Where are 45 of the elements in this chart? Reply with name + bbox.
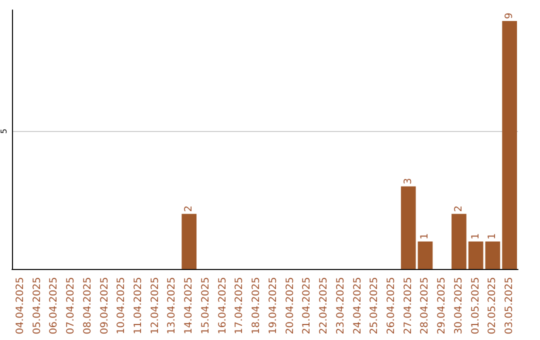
x-tick-label: 17.04.2025 — [234, 277, 246, 334]
x-tick-label: 05.04.2025 — [32, 277, 43, 334]
x-tick-label: 15.04.2025 — [200, 277, 212, 334]
x-tick-label: 01.05.2025 — [470, 277, 482, 334]
x-tick-label: 20.04.2025 — [284, 277, 296, 334]
x-tick-label: 21.04.2025 — [302, 277, 313, 334]
bar — [452, 214, 466, 269]
x-tick-label: 25.04.2025 — [369, 277, 380, 334]
bar — [400, 186, 416, 269]
x-tick-label: 03.05.2025 — [504, 277, 516, 334]
data-label: 3 — [402, 178, 414, 184]
x-tick-label: 23.04.2025 — [335, 277, 346, 334]
x-tick-label: 07.04.2025 — [66, 277, 77, 334]
data-label: 1 — [470, 233, 482, 240]
x-tick-label: 12.04.2025 — [150, 277, 161, 334]
x-tick-label: 13.04.2025 — [166, 277, 178, 334]
x-tick-label: 06.04.2025 — [48, 277, 60, 334]
data-label: 2 — [453, 206, 464, 212]
bar — [182, 214, 197, 269]
x-tick-label: 26.04.2025 — [386, 277, 397, 334]
x-tick-label: 28.04.2025 — [420, 277, 431, 334]
x-tick-label: 19.04.2025 — [268, 277, 279, 334]
x-tick-label: 30.04.2025 — [453, 277, 464, 334]
x-tick-label: 04.04.2025 — [14, 277, 26, 334]
bar — [468, 241, 484, 269]
data-label: 2 — [184, 206, 195, 212]
data-label: 9 — [504, 12, 516, 20]
data-label: 1 — [420, 233, 431, 240]
x-tick-label: 08.04.2025 — [82, 277, 94, 334]
x-tick-label: 27.04.2025 — [402, 277, 414, 334]
x-tick-label: 14.04.2025 — [184, 277, 195, 334]
y-tick-label: 5 — [0, 128, 8, 134]
x-tick-label: 29.04.2025 — [436, 277, 448, 334]
data-label: 1 — [487, 233, 498, 240]
bar — [418, 241, 433, 269]
x-tick-label: 02.05.2025 — [487, 277, 498, 334]
x-tick-label: 16.04.2025 — [217, 277, 228, 334]
x-tick-label: 18.04.2025 — [251, 277, 262, 334]
x-tick-label: 10.04.2025 — [116, 277, 128, 334]
x-tick-label: 24.04.2025 — [352, 277, 364, 334]
x-tick-label: 09.04.2025 — [99, 277, 110, 334]
bar — [502, 21, 517, 269]
x-tick-label: 22.04.2025 — [318, 277, 330, 334]
bar — [485, 241, 500, 269]
x-tick-label: 11.04.2025 — [133, 277, 144, 334]
